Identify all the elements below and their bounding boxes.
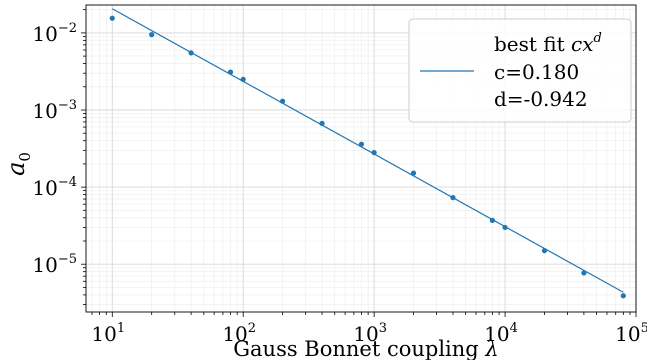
y-axis-label: a0 [2,152,34,176]
data-point [149,32,155,38]
y-tick-label: 10−5 [32,252,77,277]
fit-line [111,8,624,293]
legend-d-value: d=-0.942 [494,87,588,111]
data-point [227,69,234,75]
data-point [188,50,194,56]
x-tick-label: 103 [353,321,387,346]
data-point [280,98,286,104]
y-tick-labels: 10−5 10−4 10−3 10−2 [32,21,77,277]
plot-frame [85,4,637,313]
x-tick-label: 105 [615,321,647,346]
minor-grid [86,5,636,312]
x-axis-label: Gauss Bonnet coupling λ [233,337,498,360]
data-point [358,141,365,147]
fit-line-layer [111,8,624,293]
ticks [81,9,637,317]
x-tick-labels: 101 102 103 104 105 [91,321,647,346]
data-point [450,195,456,201]
legend-box [408,18,632,123]
data-point [502,224,508,231]
x-tick-label: 104 [484,321,518,346]
scatter-points [109,15,626,299]
y-tick-label: 10−3 [32,98,77,123]
x-tick-label: 101 [91,321,125,346]
legend-title: best fit cxd [494,31,602,56]
data-point [240,76,246,82]
data-point [581,270,587,276]
data-point [410,170,417,176]
legend-c-value: c=0.180 [494,60,579,84]
data-point [620,293,626,299]
data-point [541,248,548,254]
y-tick-label: 10−4 [32,175,77,200]
data-point [319,120,325,127]
data-point [489,217,495,223]
data-point [371,150,377,156]
y-tick-label: 10−2 [32,21,77,46]
x-tick-label: 102 [222,321,256,346]
data-point [109,15,115,21]
legend: best fit cxd c=0.180 d=-0.942 [408,18,632,123]
